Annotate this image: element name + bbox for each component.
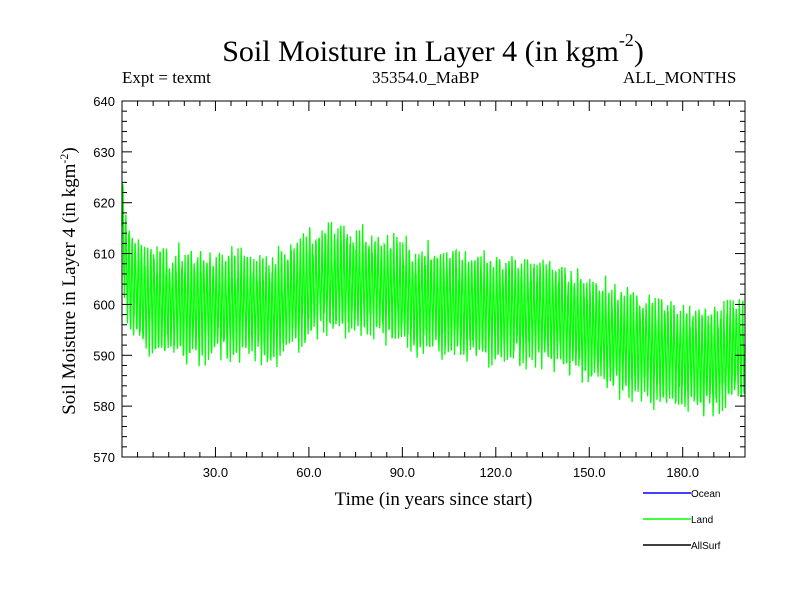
x-axis-label: Time (in years since start): [335, 489, 533, 510]
experiment-label: Expt = texmt: [122, 68, 211, 87]
legend-label-land: Land: [691, 515, 713, 526]
x-tick-label: 60.0: [296, 465, 321, 480]
y-axis-label: Soil Moisture in Layer 4 (in kgm-2): [57, 147, 80, 415]
period-label: 35354.0_MaBP: [372, 68, 480, 87]
y-tick-label: 610: [93, 247, 115, 262]
chart-title: Soil Moisture in Layer 4 (in kgm-2): [222, 30, 644, 68]
y-tick-label: 620: [93, 196, 115, 211]
y-tick-label: 590: [93, 348, 115, 363]
land-series-line: [121, 183, 746, 417]
legend-label-ocean: Ocean: [691, 489, 720, 500]
x-tick-label: 150.0: [573, 465, 606, 480]
y-tick-label: 630: [93, 145, 115, 160]
y-tick-label: 570: [93, 450, 115, 465]
y-tick-label: 600: [93, 297, 115, 312]
x-tick-label: 120.0: [480, 465, 513, 480]
x-tick-label: 30.0: [203, 465, 228, 480]
x-tick-label: 180.0: [666, 465, 699, 480]
months-label: ALL_MONTHS: [623, 68, 737, 87]
legend-label-allsurf: AllSurf: [691, 541, 721, 552]
y-tick-label: 580: [93, 399, 115, 414]
x-tick-label: 90.0: [390, 465, 415, 480]
y-tick-label: 640: [93, 94, 115, 109]
